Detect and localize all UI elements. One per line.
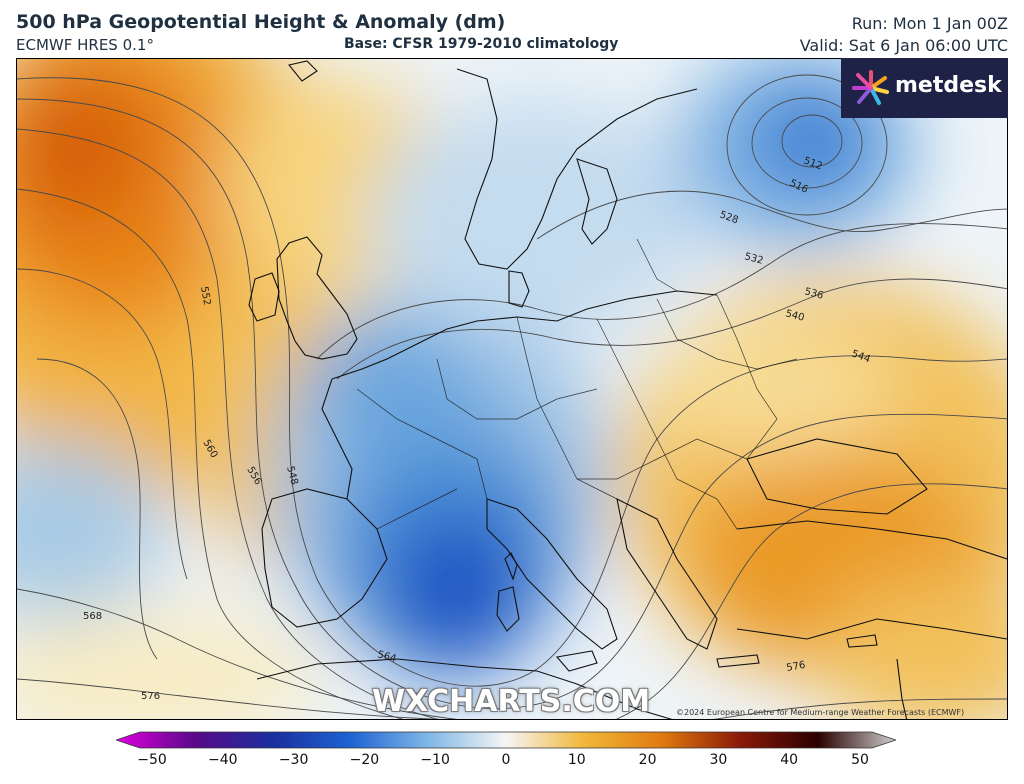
contour-label: 532 — [743, 251, 764, 267]
chart-title: 500 hPa Geopotential Height & Anomaly (d… — [16, 11, 506, 33]
colorbar — [116, 731, 896, 749]
colorbar-tick-label: −40 — [208, 752, 238, 768]
wxcharts-watermark: WXCHARTS.COM — [372, 684, 651, 719]
run-label: Run: Mon 1 Jan 00Z — [851, 14, 1008, 33]
contour-label: 548 — [284, 465, 300, 486]
contour-label: 576 — [141, 691, 160, 702]
contour-label: 540 — [784, 308, 805, 324]
contour-label: 576 — [786, 660, 807, 674]
colorbar-tick-label: 0 — [501, 752, 511, 768]
height-contours — [17, 74, 1007, 719]
colorbar-tick-label: 50 — [851, 752, 869, 768]
colorbar-tick-label: −50 — [137, 752, 167, 768]
contour-label: 552 — [198, 286, 212, 307]
valid-label: Valid: Sat 6 Jan 06:00 UTC — [799, 36, 1008, 55]
metdesk-logo[interactable]: metdesk — [841, 58, 1008, 118]
colorbar-bar — [116, 731, 896, 749]
ecmwf-credit: ©2024 European Centre for Medium-range W… — [676, 708, 965, 717]
colorbar-tick-label: 40 — [780, 752, 799, 768]
colorbar-tick-label: −20 — [349, 752, 380, 768]
colorbar-tick-label: −30 — [278, 752, 309, 768]
contour-label: 564 — [376, 649, 397, 665]
colorbar-tick-label: 30 — [709, 752, 728, 768]
model-label: ECMWF HRES 0.1° — [16, 36, 154, 54]
metdesk-burst-icon — [852, 70, 889, 105]
colorbar-tick-label: −10 — [420, 752, 450, 768]
anomaly-map: 512 516 528 532 536 540 544 548 552 556 … — [17, 59, 1007, 719]
map-panel[interactable]: 512 516 528 532 536 540 544 548 552 556 … — [16, 58, 1008, 720]
country-borders — [356, 238, 798, 530]
colorbar-tick-label: 10 — [567, 752, 586, 768]
contour-label: 568 — [83, 611, 102, 622]
colorbar-tick-label: 20 — [638, 752, 657, 768]
base-label: Base: CFSR 1979-2010 climatology — [344, 36, 619, 52]
contour-label: 536 — [803, 286, 824, 302]
metdesk-wordmark: metdesk — [895, 73, 1002, 98]
coastlines — [248, 60, 1007, 719]
